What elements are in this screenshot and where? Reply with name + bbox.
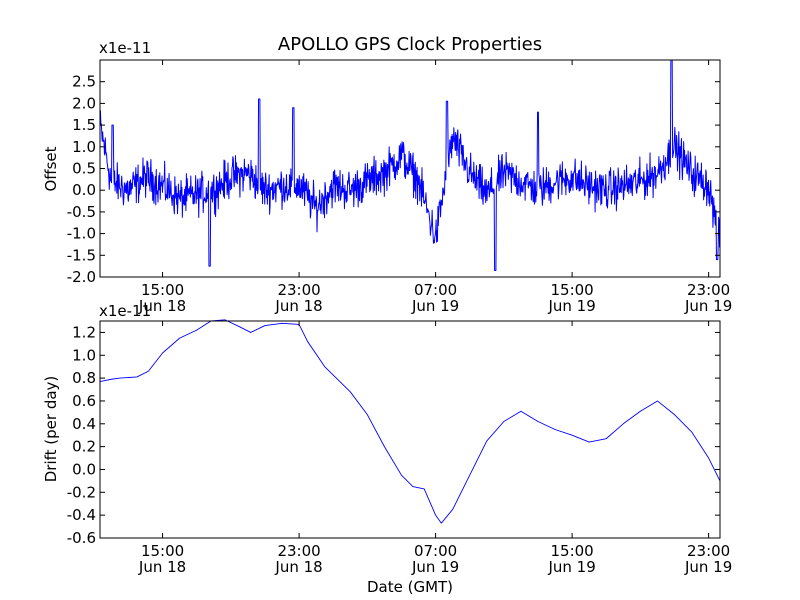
drift-x-tick-date: Jun 18 [274,558,322,576]
drift-x-tick-date: Jun 19 [547,558,595,576]
drift-scale-note: x1e-11 [99,302,151,320]
offset-y-tick-label: 0.0 [72,181,96,199]
offset-y-tick-label: -2.0 [67,268,96,286]
drift-y-tick-label: 0.4 [72,415,96,433]
offset-x-tick-date: Jun 18 [274,297,322,315]
offset-x-tick-time: 07:00 [414,281,457,299]
drift-series-line [99,319,721,524]
drift-x-tick-date: Jun 18 [138,558,186,576]
offset-y-tick-label: 1.0 [72,138,96,156]
offset-x-tick-date: Jun 19 [411,297,459,315]
offset-y-tick-label: -0.5 [67,203,96,221]
offset-x-tick-date: Jun 19 [547,297,595,315]
drift-y-tick-label: 1.0 [72,346,96,364]
offset-panel: x1e-11 -2.0 -1.5 -1.0 -0.5 0.0 0.5 1.0 1.5 2.0 2.… [42,39,732,315]
drift-x-tick-time: 07:00 [414,542,457,560]
chart-title: APOLLO GPS Clock Properties [278,34,542,55]
drift-axes-frame [99,320,721,539]
offset-x-tick-time: 23:00 [687,281,730,299]
offset-y-tick-label: 0.5 [72,160,96,178]
offset-x-tick-time: 23:00 [277,281,320,299]
offset-y-axis-label: Offset [42,146,60,191]
offset-x-tick-date: Jun 18 [138,297,186,315]
drift-x-tick-time: 23:00 [687,542,730,560]
offset-y-tick-label: 2.5 [72,73,96,91]
drift-x-tick-date: Jun 19 [684,558,732,576]
drift-x-tick-time: 23:00 [277,542,320,560]
drift-y-tick-label: 0.6 [72,392,96,410]
offset-scale-note: x1e-11 [99,39,151,57]
drift-panel: x1e-11 -0.6 -0.4 -0.2 0.0 0.2 0.4 0.6 0.8 1.0 1.2… [42,302,732,596]
drift-y-tick-label: -0.6 [67,529,96,547]
drift-y-tick-label: -0.4 [67,506,96,524]
offset-x-tick-date: Jun 19 [684,297,732,315]
offset-x-tick-time: 15:00 [141,281,184,299]
offset-series-line [99,59,721,271]
drift-line-layer [99,319,721,524]
offset-line-layer [99,59,721,271]
drift-y-tick-label: -0.2 [67,483,96,501]
drift-x-tick-time: 15:00 [550,542,593,560]
offset-y-tick-label: -1.0 [67,225,96,243]
drift-y-tick-label: 0.8 [72,369,96,387]
x-axis-label: Date (GMT) [367,578,453,596]
offset-y-ticks: -2.0 -1.5 -1.0 -0.5 0.0 0.5 1.0 1.5 2.0 2.5 [67,73,720,286]
drift-x-tick-time: 15:00 [141,542,184,560]
offset-y-tick-label: 1.5 [72,116,96,134]
drift-y-ticks: -0.6 -0.4 -0.2 0.0 0.2 0.4 0.6 0.8 1.0 1.2 [67,323,720,547]
drift-y-tick-label: 0.0 [72,460,96,478]
offset-y-tick-label: -1.5 [67,246,96,264]
offset-y-tick-label: 2.0 [72,94,96,112]
drift-y-tick-label: 0.2 [72,438,96,456]
drift-y-tick-label: 1.2 [72,323,96,341]
drift-x-tick-date: Jun 19 [411,558,459,576]
offset-x-tick-time: 15:00 [550,281,593,299]
drift-y-axis-label: Drift (per day) [42,376,60,483]
